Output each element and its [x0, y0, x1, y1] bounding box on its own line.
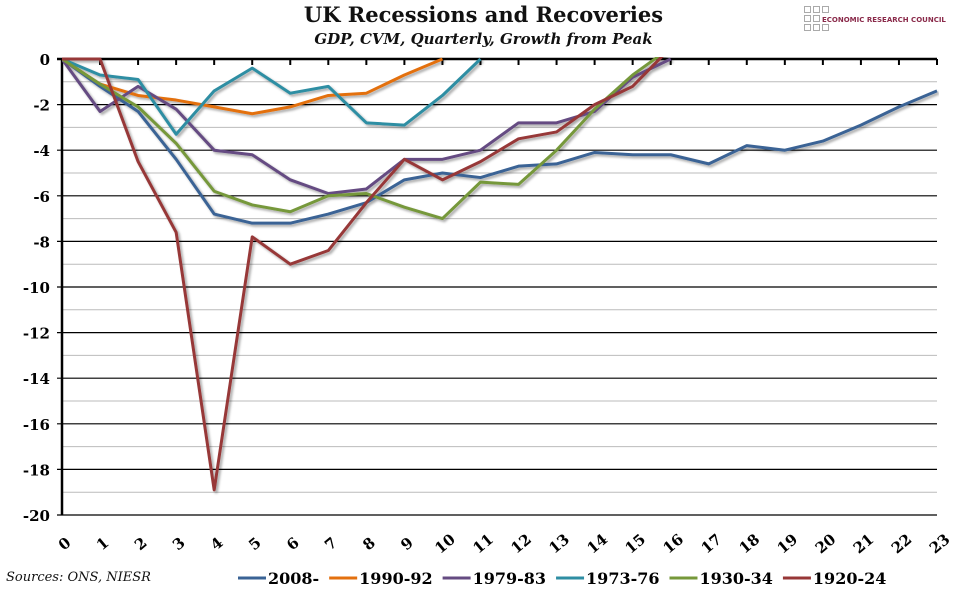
series-line-1990-92 — [62, 57, 444, 116]
x-tick-label: 21 — [850, 530, 878, 557]
y-tick-label: -12 — [23, 325, 50, 343]
x-tick-label: 10 — [431, 530, 459, 557]
source-note: Sources: ONS, NIESR — [6, 570, 151, 585]
x-tick-label: 20 — [812, 530, 840, 557]
x-tick-label: 8 — [359, 534, 379, 554]
series-group — [62, 57, 938, 492]
legend-label: 1920-24 — [813, 569, 886, 588]
y-tick-label: -2 — [33, 97, 50, 115]
legend-label: 1979-83 — [473, 569, 546, 588]
x-tick-label: 18 — [736, 530, 764, 557]
chart-subtitle: GDP, CVM, Quarterly, Growth from Peak — [314, 30, 653, 48]
x-tick-label: 22 — [888, 530, 916, 557]
x-tick-label: 11 — [469, 530, 497, 557]
x-tick-label: 4 — [207, 534, 227, 554]
legend-label: 1973-76 — [586, 569, 659, 588]
legend-label: 1930-34 — [699, 569, 772, 588]
x-tick-label: 9 — [397, 534, 417, 554]
x-tick-label: 17 — [698, 530, 726, 557]
y-tick-label: 0 — [40, 51, 50, 69]
series-line-1979-83 — [62, 57, 672, 196]
y-tick-label: -16 — [23, 416, 50, 434]
y-tick-label: -6 — [33, 188, 50, 206]
legend-label: 1990-92 — [359, 569, 432, 588]
series-line-1920-24 — [62, 57, 664, 492]
y-tick-label: -20 — [23, 507, 50, 525]
y-tick-label: -4 — [33, 142, 50, 160]
series-line-1973-76 — [62, 57, 482, 136]
x-tick-label: 1 — [93, 534, 113, 554]
x-tick-label: 2 — [131, 534, 151, 554]
y-tick-label: -14 — [23, 370, 50, 388]
x-tick-label: 23 — [926, 530, 954, 557]
series-line-2008- — [62, 57, 938, 225]
x-tick-label: 13 — [545, 530, 573, 557]
y-tick-label: -10 — [23, 279, 50, 297]
x-tick-label: 6 — [283, 534, 303, 554]
x-tick-label: 16 — [660, 530, 688, 557]
x-tick-label: 19 — [774, 530, 802, 557]
x-tick-label: 0 — [55, 534, 75, 554]
legend-label: 2008- — [268, 569, 319, 588]
y-tick-label: -8 — [33, 233, 50, 251]
x-tick-label: 15 — [622, 530, 650, 557]
x-tick-label: 7 — [321, 534, 341, 554]
chart-title: UK Recessions and Recoveries — [303, 2, 664, 27]
series-line-1930-34 — [62, 57, 661, 221]
logo: ECONOMIC RESEARCH COUNCIL — [804, 6, 946, 33]
y-tick-label: -18 — [23, 461, 50, 479]
x-tick-label: 3 — [169, 534, 189, 554]
x-tick-label: 12 — [507, 530, 535, 557]
x-tick-label: 5 — [245, 534, 265, 554]
x-tick-label: 14 — [583, 530, 611, 557]
